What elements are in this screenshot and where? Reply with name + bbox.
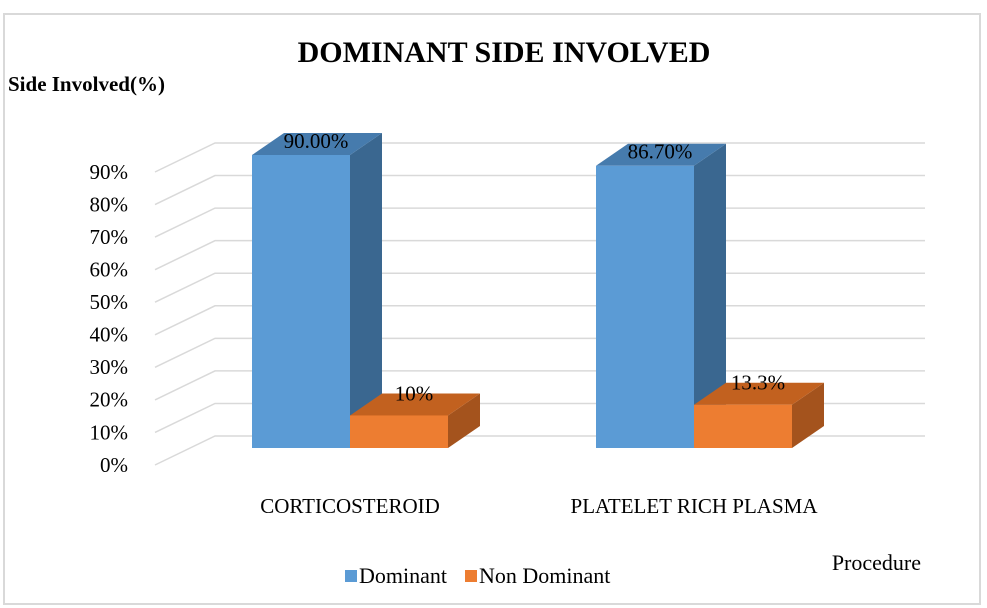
grid-line — [154, 142, 925, 173]
chart-title: DOMINANT SIDE INVOLVED — [298, 36, 711, 69]
y-tick-label: 30% — [90, 355, 129, 379]
data-label: 86.70% — [628, 140, 693, 164]
bar-side — [350, 133, 382, 448]
bar — [596, 165, 694, 448]
y-tick-label: 50% — [90, 290, 129, 314]
legend-swatch — [465, 570, 477, 582]
legend-label: Non Dominant — [479, 563, 610, 588]
y-tick-label: 20% — [90, 388, 129, 412]
y-tick-label: 60% — [90, 257, 129, 281]
bar-side — [694, 143, 726, 448]
legend-swatch — [345, 570, 357, 582]
bar-top — [596, 143, 726, 166]
data-label: 10% — [395, 381, 434, 405]
chart-border — [3, 13, 981, 605]
y-tick-label: 0% — [100, 453, 128, 477]
bar-top — [252, 133, 382, 155]
x-axis-title: Procedure — [832, 550, 921, 575]
data-label: 13.3% — [731, 371, 785, 395]
x-tick-label: PLATELET RICH PLASMA — [571, 494, 819, 518]
y-tick-label: 70% — [90, 225, 129, 249]
y-axis-title: Side Involved(%) — [8, 72, 165, 96]
bar — [694, 404, 792, 448]
bar-top — [694, 382, 824, 405]
x-tick-label: CORTICOSTEROID — [260, 494, 440, 518]
legend-label: Dominant — [359, 563, 447, 588]
data-label: 90.00% — [284, 129, 349, 153]
y-tick-label: 40% — [90, 323, 129, 347]
y-tick-label: 90% — [90, 160, 129, 184]
y-tick-label: 80% — [90, 192, 129, 216]
bar-side — [792, 382, 824, 448]
bar-side — [448, 393, 480, 448]
bar-top — [350, 393, 480, 416]
bar — [252, 155, 350, 448]
bar — [350, 415, 448, 448]
y-tick-label: 10% — [90, 420, 129, 444]
